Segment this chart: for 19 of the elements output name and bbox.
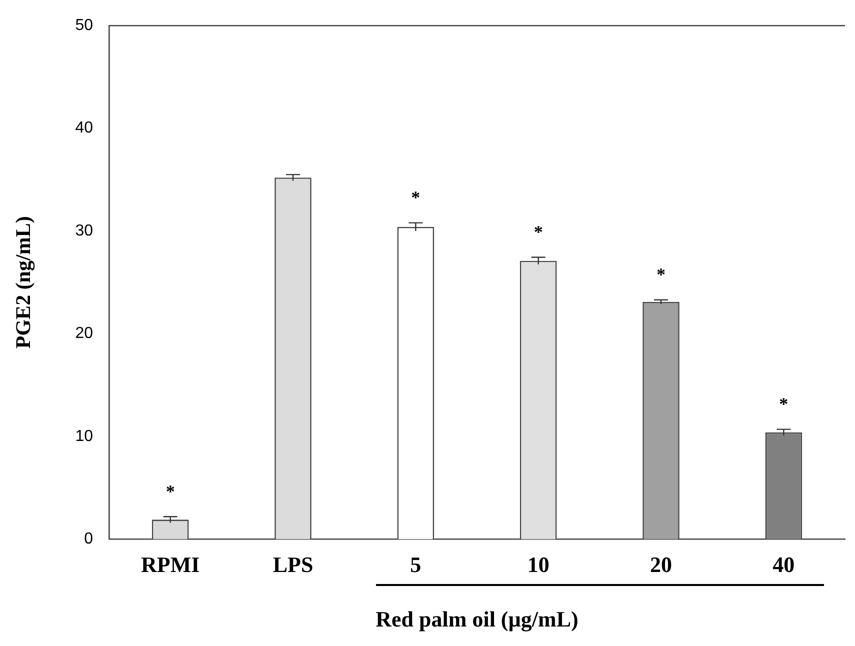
y-tick-label: 30	[75, 222, 94, 240]
y-tick-label: 10	[75, 428, 94, 445]
y-tick-label: 40	[75, 120, 94, 137]
x-tick-label: 10	[527, 552, 550, 578]
annotation: *	[534, 222, 543, 242]
y-tick-label: 50	[75, 17, 94, 34]
y-tick-label: 0	[84, 530, 94, 548]
x-tick-label: 20	[650, 552, 672, 578]
x-axis-title: Red palm oil (µg/mL)	[376, 606, 578, 632]
annotation: *	[166, 481, 175, 502]
x-tick-label: LPS	[272, 552, 314, 578]
x-tick-label: 5	[410, 552, 422, 578]
y-axis-title: PGE2 (ng/mL)	[11, 216, 36, 349]
annotation: *	[779, 394, 788, 414]
x-tick-label: 40	[772, 552, 795, 578]
annotation: *	[411, 187, 420, 208]
x-tick-label: RPMI	[141, 552, 200, 578]
annotation: *	[656, 264, 666, 285]
y-tick-label: 20	[75, 325, 94, 342]
